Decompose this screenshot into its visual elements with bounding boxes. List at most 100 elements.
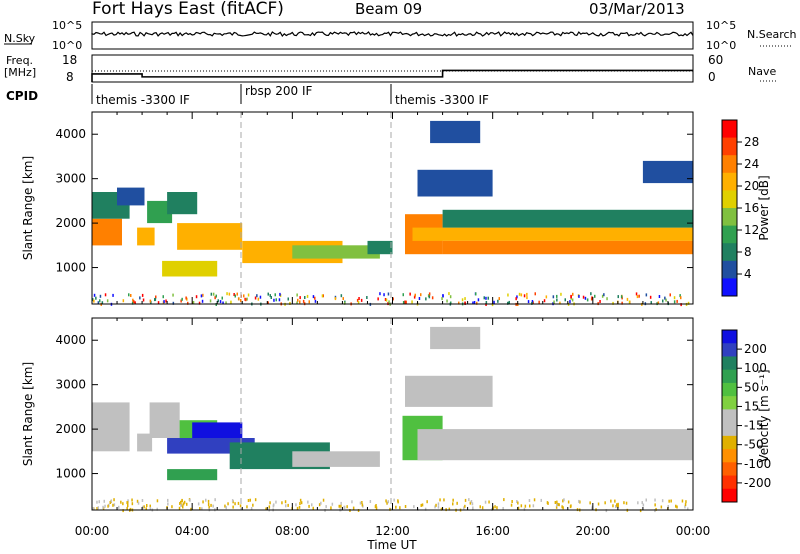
power-colorbar-ticks: 28 24 20 16 12 8 4 — [737, 135, 759, 281]
colorbar-cell — [722, 190, 737, 209]
speckle — [155, 295, 157, 299]
speckle — [306, 294, 309, 298]
speckle — [387, 500, 389, 504]
colorbar-tick-label: 100 — [744, 361, 767, 375]
speckle — [302, 299, 305, 303]
speckle — [375, 506, 378, 510]
speckle — [287, 503, 289, 507]
speckle — [208, 506, 210, 509]
speckle — [384, 298, 387, 301]
speckle — [493, 300, 495, 304]
speckle — [523, 507, 526, 511]
speckle — [516, 295, 518, 299]
colorbar-tick-label: 12 — [744, 223, 759, 237]
speckle — [605, 509, 608, 513]
scatter-region — [442, 209, 693, 228]
speckle — [99, 294, 102, 298]
speckle — [385, 298, 388, 302]
scatter-region — [405, 375, 493, 407]
speckle — [452, 498, 454, 502]
speckle — [655, 507, 657, 511]
speckle — [481, 506, 484, 510]
speckle — [222, 301, 224, 305]
speckle — [189, 498, 191, 502]
noise-trace — [91, 31, 694, 38]
range-tick-label: 2000 — [55, 422, 86, 436]
speckle — [413, 295, 416, 299]
speckle — [273, 298, 275, 302]
range-tick-label: 2000 — [55, 216, 86, 230]
colorbar-cell — [722, 330, 737, 344]
speckle — [284, 500, 287, 504]
speckle — [442, 294, 444, 298]
scatter-region — [192, 422, 243, 441]
speckle — [452, 502, 454, 506]
speckle — [409, 292, 411, 296]
speckle — [97, 506, 99, 510]
scatter-region — [430, 326, 481, 350]
speckle — [285, 504, 287, 508]
speckle — [599, 300, 601, 303]
speckle — [475, 292, 477, 296]
speckle — [463, 506, 465, 510]
speckle — [142, 505, 144, 509]
speckle — [464, 504, 466, 508]
speckle — [528, 499, 531, 502]
speckle — [129, 507, 132, 511]
speckle — [149, 299, 152, 303]
range-tick-label: 1000 — [55, 467, 86, 481]
speckle — [473, 301, 476, 304]
nsearch-label: N.Search — [747, 28, 797, 41]
speckle — [97, 301, 100, 305]
nsky-tick-top: 10^5 — [52, 19, 82, 32]
speckle — [533, 498, 536, 502]
speckle — [361, 503, 364, 507]
speckle — [195, 295, 198, 299]
nave-tick-top: 60 — [708, 53, 723, 67]
colorbar-cell — [722, 243, 737, 262]
scatter-region — [177, 223, 243, 250]
speckle — [562, 506, 564, 510]
speckle — [269, 294, 271, 298]
speckle — [612, 504, 614, 508]
colorbar-tick-label: 20 — [744, 179, 759, 193]
speckle — [342, 297, 344, 301]
speckle — [498, 297, 500, 301]
speckle — [102, 505, 104, 509]
speckle — [470, 500, 473, 503]
speckle — [503, 498, 505, 502]
speckle — [413, 505, 415, 509]
speckle — [103, 499, 105, 503]
speckle — [118, 505, 120, 509]
speckle — [179, 502, 181, 505]
speckle — [428, 292, 431, 296]
speckle — [298, 505, 301, 509]
speckle — [325, 505, 327, 509]
speckle — [334, 297, 337, 301]
speckle — [126, 506, 128, 510]
speckle — [209, 299, 212, 303]
speckle — [250, 507, 253, 510]
speckle — [156, 507, 158, 511]
colorbar-tick-label: 4 — [744, 267, 752, 281]
colorbar-cell — [722, 120, 737, 139]
speckle — [639, 509, 642, 513]
speckle — [359, 501, 362, 505]
speckle — [212, 292, 215, 296]
speckle — [254, 498, 257, 502]
speckle — [180, 299, 182, 303]
freq-tick-top: 18 — [62, 53, 77, 67]
colorbar-cell — [722, 155, 737, 174]
speckle — [684, 503, 687, 507]
speckle — [247, 499, 250, 502]
time-tick-label: 00:00 — [676, 524, 711, 538]
speckle — [249, 498, 251, 502]
speckle — [479, 505, 481, 509]
speckle — [192, 301, 195, 304]
speckle — [330, 506, 332, 510]
speckle — [243, 294, 245, 298]
speckle — [638, 294, 640, 298]
speckle — [360, 298, 363, 302]
speckle — [418, 297, 421, 300]
speckle — [424, 507, 427, 511]
